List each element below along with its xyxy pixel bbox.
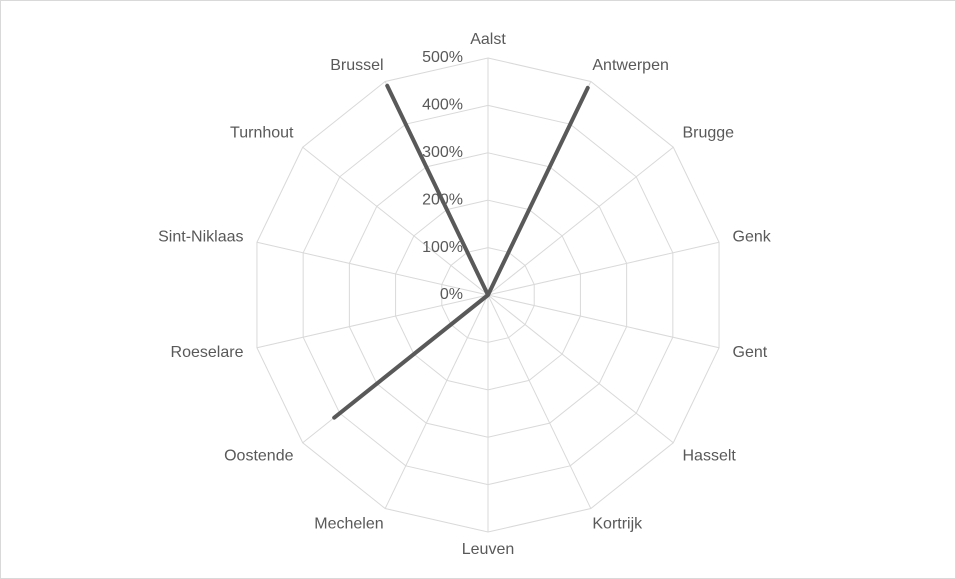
spoke [487,241,720,296]
r-tick-label: 100% [422,239,463,256]
r-tick-label: 400% [422,97,463,114]
r-tick-label: 500% [422,49,463,66]
spoke [256,241,489,296]
spoke [302,146,489,296]
category-label: Roeselare [171,344,244,361]
category-label: Oostende [224,448,293,465]
r-tick-label: 300% [422,144,463,161]
category-label: Antwerpen [592,57,669,74]
grid-ring [348,152,628,438]
grid-ring [395,199,581,391]
category-label: Brussel [330,57,383,74]
category-label: Leuven [462,541,515,558]
grid-ring [441,247,535,343]
r-tick-label: 0% [440,286,463,303]
category-label: Turnhout [230,125,294,142]
category-label: Gent [733,344,768,361]
spoke [487,294,592,509]
grid-ring [256,57,720,533]
series-line [332,83,590,420]
category-label: Kortrijk [592,516,643,533]
spoke [487,294,674,444]
spoke [487,146,674,296]
category-label: Sint-Niklaas [158,229,243,246]
category-label: Genk [733,229,772,246]
grid-ring [302,104,674,486]
category-label: Aalst [470,31,506,48]
category-label: Hasselt [682,448,736,465]
spoke [384,294,489,509]
category-label: Brugge [682,125,734,142]
spoke [487,294,720,349]
category-label: Mechelen [314,516,383,533]
spoke [256,294,489,349]
